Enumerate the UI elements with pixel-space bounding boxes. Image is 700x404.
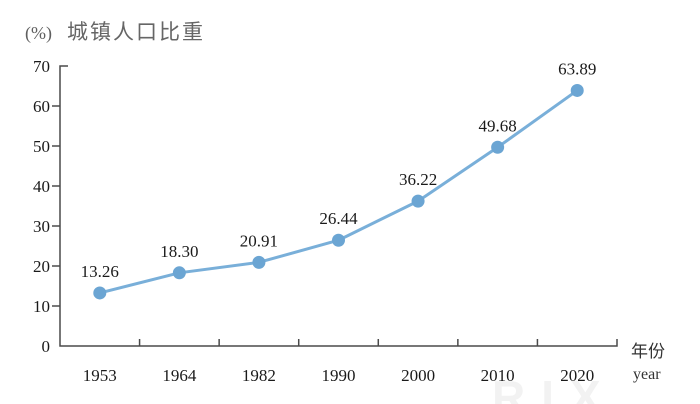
x-axis-category-label: 1953 bbox=[83, 366, 117, 385]
x-axis-category-label: 2010 bbox=[481, 366, 515, 385]
x-axis-title-en: year bbox=[633, 366, 661, 383]
y-axis-tick-label: 10 bbox=[33, 297, 50, 316]
data-point bbox=[491, 140, 505, 154]
data-point-label: 26.44 bbox=[319, 209, 358, 228]
data-point bbox=[252, 255, 266, 269]
x-axis-title: 年份 bbox=[631, 342, 665, 361]
data-point bbox=[411, 194, 425, 208]
y-axis-unit-label: (%) bbox=[25, 23, 52, 43]
data-point bbox=[172, 266, 186, 280]
chart-header: (%) 城镇人口比重 bbox=[25, 16, 205, 46]
data-point bbox=[332, 233, 345, 247]
y-axis-tick-label: 20 bbox=[33, 257, 50, 276]
y-axis-tick-label: 40 bbox=[33, 177, 50, 196]
y-axis-tick-label: 70 bbox=[33, 57, 50, 76]
x-axis-category-label: 1964 bbox=[162, 366, 197, 385]
data-point-label: 20.91 bbox=[240, 231, 278, 250]
axis-frame bbox=[59, 65, 618, 347]
data-point bbox=[93, 286, 107, 300]
data-point-label: 13.26 bbox=[81, 262, 119, 281]
x-axis-category-label: 1982 bbox=[242, 366, 276, 385]
x-axis-category-label: 2020 bbox=[560, 366, 594, 385]
y-axis-tick-label: 50 bbox=[33, 137, 50, 156]
chart-title: 城镇人口比重 bbox=[66, 21, 205, 44]
data-point-label: 18.30 bbox=[160, 242, 198, 261]
y-axis-tick-label: 60 bbox=[33, 97, 50, 116]
y-axis-tick-label: 0 bbox=[42, 337, 51, 356]
x-axis-category-label: 2000 bbox=[401, 366, 435, 385]
data-point-label: 63.89 bbox=[558, 59, 596, 78]
data-point bbox=[570, 83, 584, 97]
y-axis-tick-label: 30 bbox=[33, 217, 50, 236]
data-point-label: 49.68 bbox=[479, 116, 517, 135]
data-point-label: 36.22 bbox=[399, 170, 437, 189]
x-axis-category-label: 1990 bbox=[322, 366, 356, 385]
